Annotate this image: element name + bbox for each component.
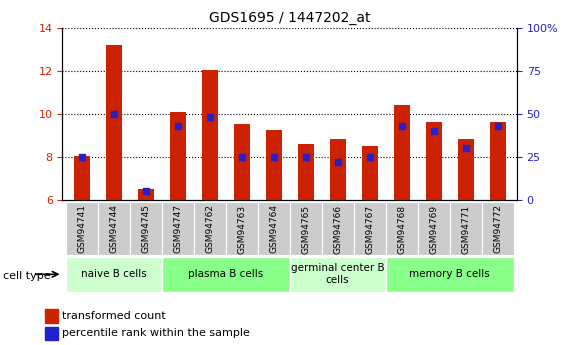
FancyBboxPatch shape <box>290 257 386 292</box>
Bar <box>362 146 378 200</box>
FancyBboxPatch shape <box>225 202 258 255</box>
Text: GSM94767: GSM94767 <box>365 205 374 254</box>
Text: GSM94744: GSM94744 <box>109 205 118 253</box>
Text: GSM94768: GSM94768 <box>397 205 406 254</box>
FancyBboxPatch shape <box>258 202 290 255</box>
Point <box>333 159 343 165</box>
Bar <box>298 144 314 200</box>
Bar <box>137 189 154 200</box>
FancyBboxPatch shape <box>290 202 321 255</box>
Title: GDS1695 / 1447202_at: GDS1695 / 1447202_at <box>209 11 370 25</box>
Text: percentile rank within the sample: percentile rank within the sample <box>62 328 250 338</box>
Text: GSM94769: GSM94769 <box>429 205 438 254</box>
Point <box>77 154 86 160</box>
FancyBboxPatch shape <box>66 257 162 292</box>
FancyBboxPatch shape <box>162 257 290 292</box>
Bar <box>233 124 250 200</box>
Text: GSM94772: GSM94772 <box>493 205 502 254</box>
Point <box>109 111 118 117</box>
Text: GSM94745: GSM94745 <box>141 205 150 254</box>
Point <box>429 128 438 134</box>
Point <box>269 154 278 160</box>
FancyBboxPatch shape <box>130 202 162 255</box>
FancyBboxPatch shape <box>386 257 513 292</box>
Text: transformed count: transformed count <box>62 311 166 321</box>
FancyBboxPatch shape <box>162 202 194 255</box>
Bar <box>202 70 218 200</box>
FancyBboxPatch shape <box>450 202 482 255</box>
FancyBboxPatch shape <box>66 202 98 255</box>
Bar <box>74 156 90 200</box>
Bar <box>490 122 506 200</box>
Text: GSM94762: GSM94762 <box>205 205 214 254</box>
Bar <box>425 122 442 200</box>
Text: GSM94766: GSM94766 <box>333 205 342 254</box>
FancyBboxPatch shape <box>417 202 450 255</box>
Text: GSM94741: GSM94741 <box>77 205 86 254</box>
Text: cell type: cell type <box>3 271 51 281</box>
Bar <box>266 130 282 200</box>
Text: GSM94763: GSM94763 <box>237 205 246 254</box>
FancyBboxPatch shape <box>482 202 513 255</box>
Point <box>141 189 150 194</box>
Text: germinal center B
cells: germinal center B cells <box>291 264 385 285</box>
Point <box>237 154 246 160</box>
Text: GSM94764: GSM94764 <box>269 205 278 254</box>
FancyBboxPatch shape <box>354 202 386 255</box>
Text: naive B cells: naive B cells <box>81 269 147 279</box>
Bar <box>329 139 346 200</box>
Point <box>205 115 214 120</box>
FancyBboxPatch shape <box>321 202 354 255</box>
FancyBboxPatch shape <box>386 202 417 255</box>
Point <box>301 154 310 160</box>
Point <box>365 154 374 160</box>
Text: memory B cells: memory B cells <box>410 269 490 279</box>
FancyBboxPatch shape <box>194 202 225 255</box>
FancyBboxPatch shape <box>98 202 130 255</box>
Text: GSM94771: GSM94771 <box>461 205 470 254</box>
Bar <box>394 105 410 200</box>
Point <box>461 146 470 151</box>
Bar <box>45 309 57 323</box>
Point <box>397 123 406 129</box>
Text: GSM94747: GSM94747 <box>173 205 182 254</box>
Bar <box>170 112 186 200</box>
Point <box>493 123 502 129</box>
Text: plasma B cells: plasma B cells <box>188 269 264 279</box>
Bar <box>106 45 122 200</box>
Text: GSM94765: GSM94765 <box>301 205 310 254</box>
Bar <box>458 139 474 200</box>
Point <box>173 123 182 129</box>
Bar <box>45 327 57 340</box>
